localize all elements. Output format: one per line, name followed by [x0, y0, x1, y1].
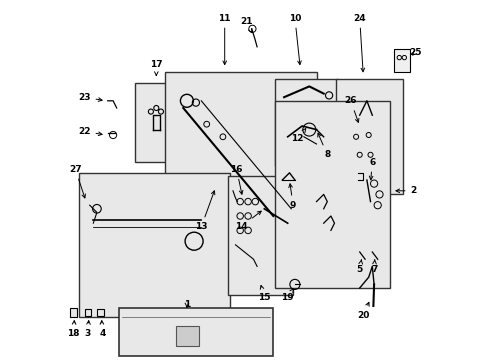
Text: 23: 23 — [78, 93, 102, 102]
Text: 16: 16 — [230, 165, 243, 194]
Text: 3: 3 — [84, 321, 91, 338]
Bar — [134, 83, 176, 162]
Text: 5: 5 — [356, 260, 362, 275]
Bar — [275, 101, 389, 288]
Text: 8: 8 — [317, 133, 330, 159]
Text: 1: 1 — [183, 300, 190, 309]
Text: 17: 17 — [150, 60, 163, 76]
Bar — [69, 308, 77, 317]
Text: 11: 11 — [218, 14, 230, 64]
Text: 25: 25 — [408, 48, 421, 57]
Text: 18: 18 — [67, 321, 80, 338]
Bar — [97, 309, 103, 316]
Bar — [228, 176, 292, 295]
Text: 19: 19 — [281, 289, 293, 302]
Bar — [165, 72, 316, 238]
Bar — [336, 79, 402, 194]
Text: 26: 26 — [344, 96, 358, 122]
Text: 15: 15 — [258, 285, 270, 302]
Bar — [84, 309, 91, 316]
Bar — [275, 79, 337, 166]
Text: 12: 12 — [291, 129, 305, 143]
Text: 6: 6 — [368, 158, 375, 180]
Bar — [79, 173, 230, 317]
Text: 21: 21 — [240, 17, 252, 32]
Bar — [176, 326, 199, 346]
Text: 14: 14 — [234, 211, 261, 231]
Text: 10: 10 — [288, 14, 301, 64]
Text: 4: 4 — [99, 321, 105, 338]
Bar — [118, 308, 273, 356]
Text: 7: 7 — [370, 260, 377, 275]
Text: 2: 2 — [395, 186, 416, 195]
Bar — [393, 49, 409, 72]
Text: 13: 13 — [195, 191, 214, 231]
Text: 9: 9 — [288, 184, 296, 210]
Text: 22: 22 — [78, 127, 102, 136]
Text: 24: 24 — [353, 14, 365, 72]
Text: 20: 20 — [356, 302, 369, 320]
Text: 27: 27 — [69, 165, 85, 198]
